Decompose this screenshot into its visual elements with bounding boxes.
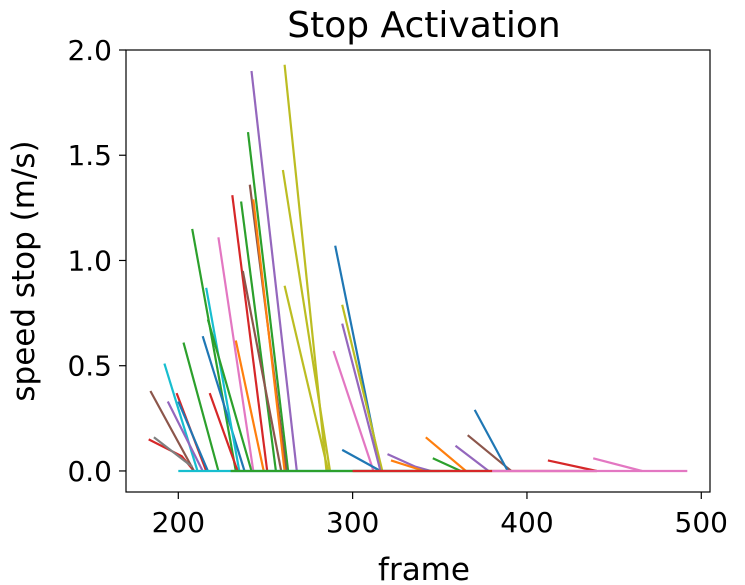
series-line-10 — [205, 287, 241, 472]
series-line-20 — [250, 70, 298, 472]
x-tick-label: 500 — [675, 506, 728, 539]
series-line-38 — [592, 457, 643, 473]
chart-title: Stop Activation — [287, 5, 561, 46]
series-line-7 — [182, 342, 220, 472]
series-line-8 — [191, 228, 237, 472]
series-line-33 — [432, 457, 462, 473]
y-tick-label: 1.5 — [67, 139, 112, 172]
series-line-13 — [217, 237, 255, 472]
series-line-24 — [283, 285, 330, 472]
series-line-34 — [454, 444, 490, 472]
series-line-11 — [206, 319, 253, 472]
series-line-29 — [341, 323, 382, 472]
series-line-31 — [390, 459, 425, 473]
series-line-36 — [473, 409, 509, 472]
series-line-21 — [252, 199, 286, 472]
y-tick-label: 2.0 — [67, 34, 112, 67]
y-axis-label: speed stop (m/s) — [6, 140, 42, 401]
series-line-32 — [425, 436, 467, 472]
series-line-12 — [208, 392, 239, 472]
series-line-17 — [241, 270, 283, 472]
series-line-37 — [547, 459, 597, 473]
x-tick-label: 400 — [500, 506, 553, 539]
series-line-30 — [387, 453, 432, 473]
y-tick-label: 1.0 — [67, 244, 112, 277]
x-axis: 200 300 400 500 — [152, 492, 728, 539]
series-line-18 — [246, 131, 290, 472]
series-line-6 — [177, 401, 209, 472]
series-line-28 — [341, 304, 384, 472]
x-axis-label: frame — [378, 552, 470, 585]
series-line-14 — [231, 195, 269, 472]
plot-lines — [148, 64, 688, 473]
series-line-0 — [148, 438, 195, 472]
y-tick-label: 0.5 — [67, 350, 112, 383]
x-tick-label: 300 — [326, 506, 379, 539]
series-line-23 — [283, 64, 328, 472]
series-line-25 — [332, 350, 375, 472]
series-line-1 — [149, 390, 195, 472]
series-line-27 — [341, 448, 382, 472]
series-line-2 — [153, 436, 193, 468]
series-line-3 — [163, 363, 199, 472]
series-line-4 — [166, 401, 204, 472]
series-line-9 — [201, 335, 246, 472]
x-tick-label: 200 — [152, 506, 205, 539]
y-axis: 0.0 0.5 1.0 1.5 2.0 — [67, 34, 126, 488]
y-tick-label: 0.0 — [67, 455, 112, 488]
series-line-15 — [234, 340, 265, 472]
plot-frame — [125, 49, 711, 493]
series-line-16 — [240, 201, 277, 472]
